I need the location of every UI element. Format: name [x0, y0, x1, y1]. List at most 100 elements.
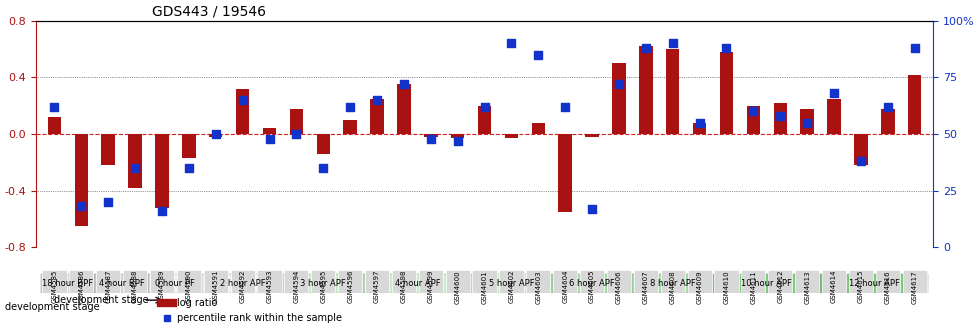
- FancyBboxPatch shape: [874, 270, 899, 293]
- FancyBboxPatch shape: [822, 270, 845, 293]
- FancyBboxPatch shape: [42, 270, 67, 293]
- Text: GSM4597: GSM4597: [374, 270, 379, 303]
- Text: GDS443 / 19546: GDS443 / 19546: [153, 4, 266, 18]
- Point: [342, 104, 358, 110]
- FancyBboxPatch shape: [203, 270, 228, 293]
- FancyBboxPatch shape: [579, 270, 603, 293]
- Text: 3 hour APF: 3 hour APF: [300, 279, 346, 288]
- Text: GSM4604: GSM4604: [561, 270, 567, 303]
- FancyBboxPatch shape: [257, 270, 282, 293]
- Point: [315, 165, 331, 171]
- Text: 5 hour APF: 5 hour APF: [488, 279, 534, 288]
- Text: GSM4605: GSM4605: [589, 270, 595, 303]
- FancyBboxPatch shape: [472, 270, 496, 293]
- Bar: [182, 134, 196, 158]
- Bar: [880, 109, 894, 134]
- Point: [47, 104, 63, 110]
- FancyBboxPatch shape: [363, 274, 470, 293]
- Bar: [48, 117, 61, 134]
- FancyBboxPatch shape: [95, 274, 149, 293]
- Point: [825, 90, 841, 96]
- FancyBboxPatch shape: [902, 270, 926, 293]
- FancyBboxPatch shape: [311, 270, 335, 293]
- FancyBboxPatch shape: [632, 274, 712, 293]
- Point: [879, 104, 895, 110]
- Text: GSM4590: GSM4590: [186, 270, 192, 303]
- FancyBboxPatch shape: [660, 270, 685, 293]
- Bar: [531, 123, 545, 134]
- Text: GSM4609: GSM4609: [696, 270, 702, 303]
- FancyBboxPatch shape: [202, 274, 283, 293]
- Point: [261, 136, 277, 141]
- Text: GSM4608: GSM4608: [669, 270, 675, 303]
- Point: [638, 45, 653, 51]
- Bar: [370, 98, 383, 134]
- Text: GSM4607: GSM4607: [643, 270, 648, 303]
- Bar: [826, 98, 840, 134]
- Text: GSM4617: GSM4617: [911, 270, 916, 303]
- Text: GSM4614: GSM4614: [830, 270, 836, 303]
- Text: GSM4588: GSM4588: [132, 270, 138, 303]
- Point: [449, 138, 465, 143]
- Text: 10 hour APF: 10 hour APF: [740, 279, 791, 288]
- Text: GSM4593: GSM4593: [266, 270, 272, 303]
- Bar: [505, 134, 517, 138]
- Bar: [423, 134, 437, 137]
- FancyBboxPatch shape: [526, 270, 550, 293]
- Text: 4 hour BPF: 4 hour BPF: [99, 279, 145, 288]
- FancyBboxPatch shape: [768, 270, 791, 293]
- FancyBboxPatch shape: [553, 270, 577, 293]
- Text: GSM4610: GSM4610: [723, 270, 729, 303]
- Bar: [289, 109, 303, 134]
- FancyBboxPatch shape: [445, 270, 469, 293]
- Bar: [316, 134, 330, 154]
- Point: [369, 97, 384, 103]
- Point: [798, 120, 814, 125]
- Bar: [854, 134, 867, 165]
- FancyBboxPatch shape: [633, 270, 657, 293]
- Text: 12 hour APF: 12 hour APF: [848, 279, 899, 288]
- Point: [396, 81, 412, 87]
- FancyBboxPatch shape: [177, 270, 200, 293]
- FancyBboxPatch shape: [96, 270, 120, 293]
- Text: development stage: development stage: [5, 302, 100, 312]
- FancyBboxPatch shape: [337, 270, 362, 293]
- Bar: [746, 106, 759, 134]
- FancyBboxPatch shape: [712, 274, 820, 293]
- Legend: log ratio, percentile rank within the sample: log ratio, percentile rank within the sa…: [157, 294, 345, 327]
- FancyBboxPatch shape: [499, 270, 523, 293]
- FancyBboxPatch shape: [820, 274, 927, 293]
- Bar: [692, 123, 705, 134]
- Bar: [102, 134, 114, 165]
- Text: GSM4616: GSM4616: [884, 270, 890, 303]
- Text: GSM4586: GSM4586: [78, 270, 84, 303]
- Point: [503, 41, 518, 46]
- Text: GSM4592: GSM4592: [240, 270, 245, 303]
- Point: [422, 136, 438, 141]
- Bar: [773, 103, 786, 134]
- Point: [906, 45, 921, 51]
- Text: GSM4598: GSM4598: [401, 270, 407, 303]
- Text: GSM4611: GSM4611: [749, 270, 756, 303]
- Point: [664, 41, 680, 46]
- FancyBboxPatch shape: [419, 270, 442, 293]
- Point: [207, 131, 223, 137]
- Text: GSM4612: GSM4612: [777, 270, 782, 303]
- Text: 6 hour APF: 6 hour APF: [568, 279, 614, 288]
- Text: 8 hour APF: 8 hour APF: [649, 279, 695, 288]
- Text: GSM4587: GSM4587: [105, 270, 111, 303]
- Bar: [451, 134, 464, 138]
- Text: GSM4601: GSM4601: [481, 270, 487, 303]
- Bar: [907, 75, 920, 134]
- Bar: [800, 109, 813, 134]
- FancyBboxPatch shape: [283, 274, 363, 293]
- Bar: [236, 89, 249, 134]
- FancyBboxPatch shape: [123, 270, 147, 293]
- FancyBboxPatch shape: [284, 270, 308, 293]
- Text: GSM4596: GSM4596: [347, 270, 353, 303]
- Bar: [262, 128, 276, 134]
- Point: [289, 131, 304, 137]
- FancyBboxPatch shape: [150, 270, 174, 293]
- Point: [772, 113, 787, 119]
- Text: 0 hour PF: 0 hour PF: [156, 279, 196, 288]
